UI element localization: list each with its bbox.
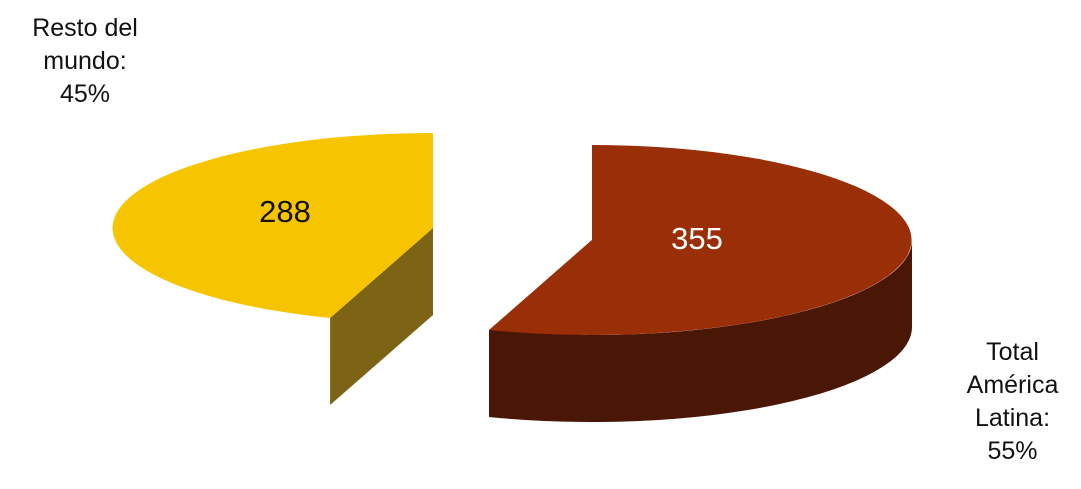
- slice-label-line: Total: [986, 338, 1039, 366]
- slice-label-line: 55%: [987, 437, 1038, 465]
- slice-label-line: Resto del: [32, 14, 138, 42]
- slice-label-resto-del-mundo: Resto del mundo: 45%: [0, 12, 170, 111]
- slice-top: [112, 132, 433, 318]
- slice-top: [489, 145, 912, 335]
- slice-label-line: Latina:: [974, 404, 1051, 432]
- slice-label-america-latina: Total América Latina: 55%: [944, 336, 1081, 468]
- slice-cut-face: [330, 228, 433, 405]
- pie-slice-america-latina: [489, 145, 913, 423]
- slice-label-line: 45%: [59, 80, 111, 108]
- slice-side-wall: [489, 240, 913, 423]
- slice-label-line: mundo:: [43, 47, 127, 75]
- value-label-355: 355: [671, 221, 723, 256]
- pie-slice-resto-del-mundo: [112, 132, 433, 405]
- value-label-288: 288: [259, 194, 311, 229]
- slice-label-line: América: [966, 371, 1059, 399]
